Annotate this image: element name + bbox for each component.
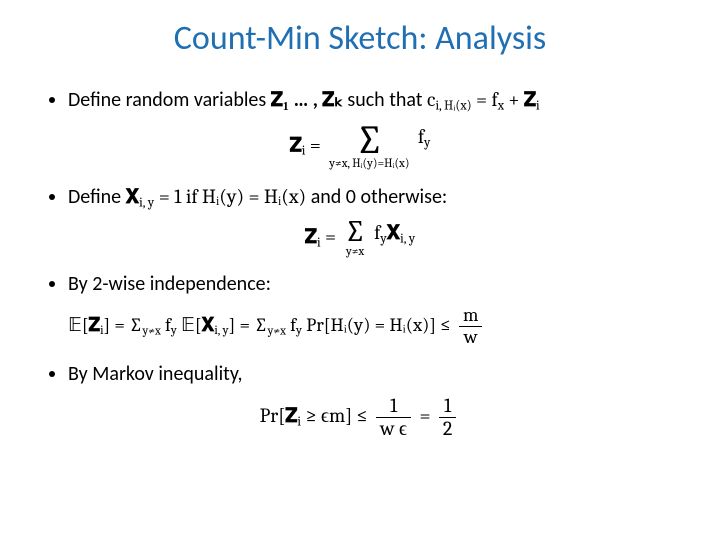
eq4-Z: 𝐙 <box>285 404 297 427</box>
eq3-E1: 𝔼[ <box>68 314 89 336</box>
eq3-Pr: Pr[ <box>306 314 330 336</box>
eq3-frac-num: m <box>459 305 482 327</box>
eq2-sum: ∑ y≠x <box>344 219 365 258</box>
eq3-s2: ∑ <box>254 314 267 336</box>
bullet-4: By Markov inequality, <box>68 362 680 387</box>
b2-X: 𝐗 <box>126 185 140 208</box>
eq1-f-sub: y <box>424 135 430 150</box>
equation-1: 𝐙i = ∑ y≠x, Hᵢ(y)=Hᵢ(x) fy <box>40 123 680 170</box>
b4-text: By Markov inequality, <box>68 362 242 386</box>
eq4-f2-num: 1 <box>439 395 456 418</box>
b1-tail: ci, Hᵢ(x) = fx + 𝐙i <box>427 88 540 111</box>
eq3-c2: ] <box>229 314 236 336</box>
eq2-Z: 𝐙 <box>305 225 317 248</box>
eq3-Prc: ] <box>429 314 436 336</box>
eq3-s2-sub: y≠x <box>268 323 286 337</box>
b3-text: By 2-wise independence: <box>68 272 271 296</box>
eq3-Z: 𝐙 <box>89 314 101 336</box>
eq2-X-sub: i, y <box>400 231 415 246</box>
eq3-s1-sub: y≠x <box>143 323 161 337</box>
b2-X-sub: i, y <box>139 195 154 210</box>
equation-2: 𝐙i = ∑ y≠x fy𝐗i, y <box>40 219 680 258</box>
eq4-eq: = <box>419 404 434 427</box>
b1-plus: + <box>504 88 524 111</box>
b2-tail: and 0 otherwise: <box>311 185 448 209</box>
eq4-f2-den: 2 <box>439 418 456 440</box>
eq3-eq1: = <box>114 314 129 336</box>
sigma-icon: ∑ <box>344 219 365 245</box>
eq3-E2: 𝔼[ <box>181 314 202 336</box>
eq3-frac: m w <box>459 305 482 348</box>
equation-3: 𝔼[𝐙i] = ∑y≠x fy 𝔼[𝐗i, y] = ∑y≠x fy Pr[Hᵢ… <box>40 305 680 348</box>
bullet-list-2: Define 𝐗i, y = 1 if Hᵢ(y) = Hᵢ(x) and 0 … <box>40 184 680 212</box>
eq3-f1-sub: y <box>171 324 177 338</box>
equation-4: Pr[𝐙i ≥ ϵm] ≤ 1 w ϵ = 1 2 <box>40 395 680 440</box>
eq1-fy: fy <box>418 125 431 148</box>
eq2-sum-sub: y≠x <box>344 245 365 258</box>
b1-text-prefix: Define random variables <box>68 88 271 112</box>
b2-cond: Hᵢ(y) = Hᵢ(x) <box>202 185 306 208</box>
slide: Count-Min Sketch: Analysis Define random… <box>0 0 720 540</box>
b1-c-sub: i, Hᵢ(x) <box>435 98 471 113</box>
eq2-term: fy𝐗i, y <box>374 221 415 244</box>
eq4-f1-num: 1 <box>376 395 411 418</box>
b2-eq1: = 1 if <box>159 185 202 208</box>
eq1-equals: = <box>310 133 325 156</box>
bullet-list-4: By Markov inequality, <box>40 362 680 387</box>
eq4-frac1: 1 w ϵ <box>376 395 411 440</box>
eq3-frac-den: w <box>459 327 482 348</box>
eq4-le1: ≤ <box>357 404 372 427</box>
eq1-Zi: i <box>302 143 306 158</box>
slide-title: Count-Min Sketch: Analysis <box>40 18 680 59</box>
bullet-2: Define 𝐗i, y = 1 if Hᵢ(y) = Hᵢ(x) and 0 … <box>68 184 680 212</box>
eq3-Prbody: Hᵢ(y) = Hᵢ(x) <box>330 314 429 336</box>
eq1-sum: ∑ y≠x, Hᵢ(y)=Hᵢ(x) <box>329 123 409 170</box>
b1-vars: 𝐙₁ … , 𝐙ₖ <box>271 88 343 111</box>
b1-Zi-sub: i <box>536 98 540 113</box>
eq2-Zi: i <box>317 235 321 250</box>
eq1-Z: 𝐙 <box>290 133 302 156</box>
bullet-list: Define random variables 𝐙₁ … , 𝐙ₖ such t… <box>40 87 680 115</box>
eq2-X: 𝐗 <box>387 221 401 244</box>
eq2-equals: = <box>325 225 340 248</box>
eq3-X-sub: i, y <box>214 324 228 338</box>
b1-mid: such that <box>347 88 427 112</box>
eq4-f1-den: w ϵ <box>376 418 411 440</box>
eq3-X: 𝐗 <box>202 314 215 336</box>
b2-prefix: Define <box>68 185 126 209</box>
bullet-3: By 2-wise independence: <box>68 272 680 297</box>
eq4-Pr: Pr[ <box>260 404 286 427</box>
eq4-frac2: 1 2 <box>439 395 456 440</box>
eq3-s1: ∑ <box>129 314 142 336</box>
eq1-sum-sub: y≠x, Hᵢ(y)=Hᵢ(x) <box>329 157 409 170</box>
bullet-1: Define random variables 𝐙₁ … , 𝐙ₖ such t… <box>68 87 680 115</box>
eq3-eq2: = <box>239 314 254 336</box>
eq3-c1: ] <box>104 314 111 336</box>
b1-Z: 𝐙 <box>524 88 536 111</box>
b1-eq: = f <box>472 88 498 111</box>
eq4-cond: ≥ ϵm] <box>301 404 352 427</box>
eq3-le: ≤ <box>440 314 455 336</box>
bullet-list-3: By 2-wise independence: <box>40 272 680 297</box>
eq3-f2-sub: y <box>296 324 302 338</box>
sigma-icon: ∑ <box>329 123 409 157</box>
